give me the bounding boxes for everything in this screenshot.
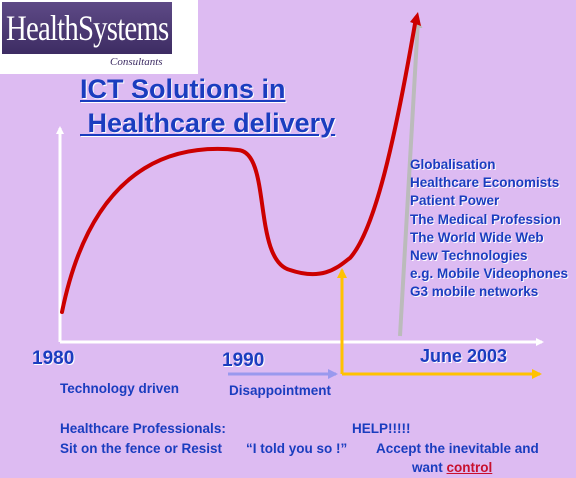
title-line-2: Healthcare delivery [80,108,336,138]
sit-on-fence-text: Sit on the fence or Resist [60,441,223,456]
drivers-list: Globalisation Healthcare Economists Pati… [410,156,568,302]
drivers-list-item: New Technologies [410,248,528,264]
slide-title: ICT Solutions in Healthcare delivery [80,72,335,140]
adoption-curve [60,16,418,314]
logo-name: HealthSystems [6,8,169,48]
year-1980: 1980 [32,348,75,369]
want-text: want [412,460,443,475]
year-june-2003: June 2003 [420,346,508,366]
drivers-list-item: G3 mobile networks [410,284,539,300]
want-control-line: want control [412,460,492,475]
told-you-so-text: “I told you so !” [246,441,348,456]
phase-technology-driven: Technology driven [60,381,180,396]
help-text: HELP!!!!! [352,421,411,436]
year-1990: 1990 [222,350,265,371]
control-link[interactable]: control [446,460,493,475]
drivers-arrow [398,18,423,337]
accept-text: Accept the inevitable and [376,441,539,456]
drivers-list-item: Healthcare Economists [410,175,560,191]
drivers-list-item: Patient Power [410,193,500,209]
drivers-list-item: The World Wide Web [410,229,544,245]
title-line-1: ICT Solutions in [80,74,286,104]
drivers-list-item: e.g. Mobile Videophones [410,266,569,282]
logo-subtitle: Consultants [110,56,163,68]
professionals-label: Healthcare Professionals: [60,421,226,436]
drivers-list-item: The Medical Profession [410,211,561,227]
curve-arrowhead [410,12,421,26]
drivers-list-item: Globalisation [410,157,496,172]
logo-box: HealthSystems [2,2,172,54]
company-logo: HealthSystems Consultants [0,0,198,74]
phase-disappointment: Disappointment [229,383,332,398]
